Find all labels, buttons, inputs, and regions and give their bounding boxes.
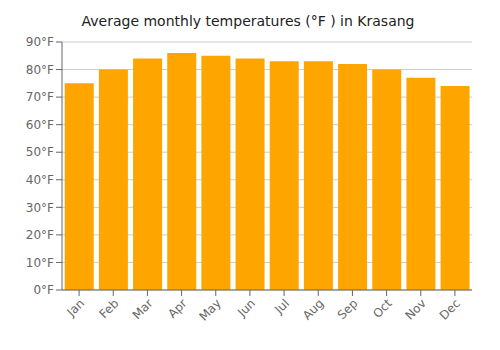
svg-text:Mar: Mar [130, 296, 156, 322]
svg-text:40°F: 40°F [26, 173, 54, 187]
html-text:Average monthly temperatures (: Average monthly temperatures (°F ) in Kr… [81, 13, 415, 29]
svg-text:Sep: Sep [335, 296, 361, 322]
svg-text:80°F: 80°F [26, 63, 54, 77]
svg-text:May: May [196, 296, 223, 323]
svg-text:Nov: Nov [402, 296, 428, 322]
svg-text:Jun: Jun [234, 296, 258, 320]
svg-text:20°F: 20°F [26, 228, 54, 242]
svg-text:Feb: Feb [96, 296, 121, 321]
svg-text:70°F: 70°F [26, 90, 54, 104]
svg-text:50°F: 50°F [26, 145, 54, 159]
svg-text:60°F: 60°F [26, 118, 54, 132]
svg-text:Jul: Jul [271, 296, 292, 317]
svg-text:Jan: Jan [64, 296, 88, 320]
svg-text:30°F: 30°F [26, 201, 54, 215]
svg-text:0°F: 0°F [33, 283, 54, 297]
svg-text:Apr: Apr [165, 296, 190, 321]
svg-text:90°F: 90°F [26, 35, 54, 49]
svg-text:Oct: Oct [370, 296, 395, 321]
svg-text:Aug: Aug [300, 296, 326, 322]
svg-text:10°F: 10°F [26, 256, 54, 270]
svg-text:Dec: Dec [437, 296, 463, 322]
